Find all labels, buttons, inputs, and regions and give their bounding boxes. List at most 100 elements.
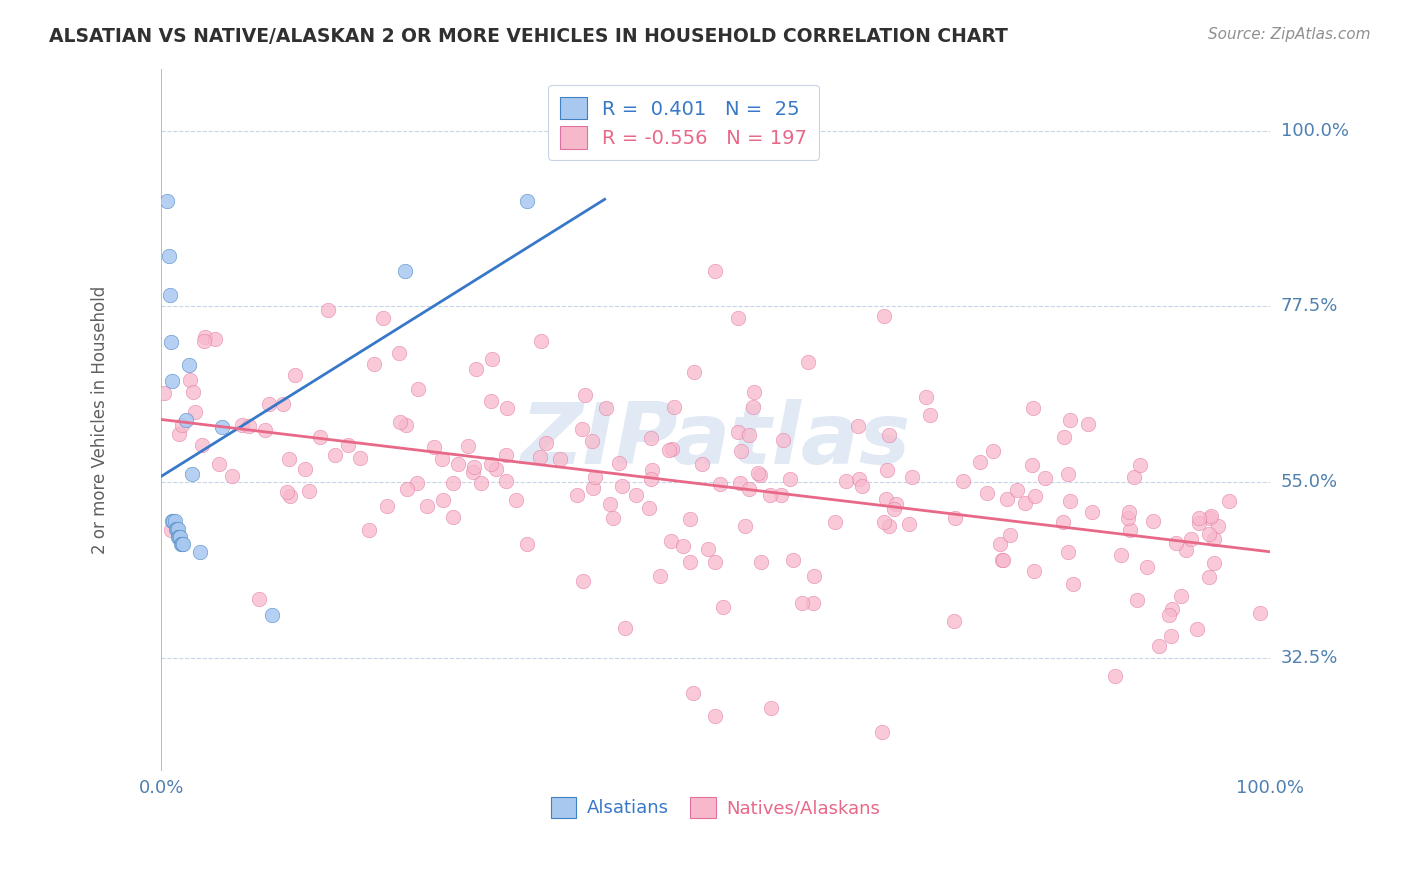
Point — [583, 470, 606, 484]
Point — [238, 419, 260, 434]
Point — [749, 555, 772, 569]
Point — [172, 537, 194, 551]
Point — [1118, 505, 1140, 519]
Point — [294, 462, 316, 476]
Point — [323, 448, 346, 462]
Point — [993, 553, 1015, 567]
Point — [969, 455, 991, 469]
Point — [357, 523, 380, 537]
Point — [1160, 629, 1182, 643]
Point — [873, 515, 896, 529]
Point — [658, 443, 681, 458]
Point — [988, 537, 1011, 551]
Point — [1052, 515, 1074, 529]
Point — [976, 486, 998, 500]
Point — [998, 528, 1021, 542]
Point — [388, 415, 411, 429]
Point — [177, 358, 200, 372]
Point — [254, 423, 277, 437]
Point — [363, 357, 385, 371]
Point — [749, 467, 772, 482]
Point — [1059, 412, 1081, 426]
Point — [316, 303, 339, 318]
Point — [1142, 514, 1164, 528]
Point — [1116, 511, 1139, 525]
Point — [375, 499, 398, 513]
Point — [1218, 494, 1240, 508]
Point — [884, 497, 907, 511]
Point — [1062, 576, 1084, 591]
Point — [548, 452, 571, 467]
Point — [371, 311, 394, 326]
Point — [709, 477, 731, 491]
Point — [430, 452, 453, 467]
Point — [602, 511, 624, 525]
Point — [495, 448, 517, 462]
Point — [915, 390, 938, 404]
Point — [395, 418, 418, 433]
Point — [174, 412, 197, 426]
Point — [742, 385, 765, 400]
Point — [851, 479, 873, 493]
Point — [394, 264, 416, 278]
Point — [470, 475, 492, 490]
Point — [943, 511, 966, 525]
Point — [193, 334, 215, 348]
Text: Source: ZipAtlas.com: Source: ZipAtlas.com — [1208, 27, 1371, 42]
Point — [727, 311, 749, 326]
Point — [1077, 417, 1099, 431]
Point — [683, 365, 706, 379]
Point — [166, 522, 188, 536]
Point — [876, 463, 898, 477]
Point — [599, 497, 621, 511]
Point — [574, 388, 596, 402]
Point — [1206, 519, 1229, 533]
Point — [495, 474, 517, 488]
Point — [640, 472, 662, 486]
Text: ALSATIAN VS NATIVE/ALASKAN 2 OR MORE VEHICLES IN HOUSEHOLD CORRELATION CHART: ALSATIAN VS NATIVE/ALASKAN 2 OR MORE VEH… — [49, 27, 1008, 45]
Point — [897, 517, 920, 532]
Point — [846, 419, 869, 434]
Point — [162, 374, 184, 388]
Point — [211, 420, 233, 434]
Point — [1175, 543, 1198, 558]
Point — [796, 355, 818, 369]
Point — [659, 533, 682, 548]
Point — [648, 569, 671, 583]
Point — [803, 569, 825, 583]
Point — [981, 443, 1004, 458]
Point — [595, 401, 617, 415]
Point — [184, 405, 207, 419]
Point — [1057, 467, 1080, 481]
Point — [870, 724, 893, 739]
Point — [162, 514, 184, 528]
Point — [1125, 592, 1147, 607]
Point — [257, 397, 280, 411]
Point — [247, 591, 270, 606]
Point — [1147, 639, 1170, 653]
Point — [607, 456, 630, 470]
Point — [465, 362, 488, 376]
Point — [782, 553, 804, 567]
Point — [170, 537, 193, 551]
Point — [423, 440, 446, 454]
Point — [188, 545, 211, 559]
Point — [1033, 471, 1056, 485]
Point — [581, 482, 603, 496]
Point — [181, 385, 204, 400]
Point — [801, 596, 824, 610]
Point — [530, 334, 553, 348]
Point — [167, 530, 190, 544]
Point — [416, 499, 439, 513]
Point — [406, 382, 429, 396]
Point — [278, 489, 301, 503]
Text: ZIPatlas: ZIPatlas — [520, 400, 911, 483]
Point — [565, 488, 588, 502]
Point — [682, 686, 704, 700]
Point — [163, 514, 186, 528]
Point — [1022, 564, 1045, 578]
Point — [485, 461, 508, 475]
Point — [1081, 505, 1104, 519]
Point — [772, 434, 794, 448]
Point — [875, 491, 897, 506]
